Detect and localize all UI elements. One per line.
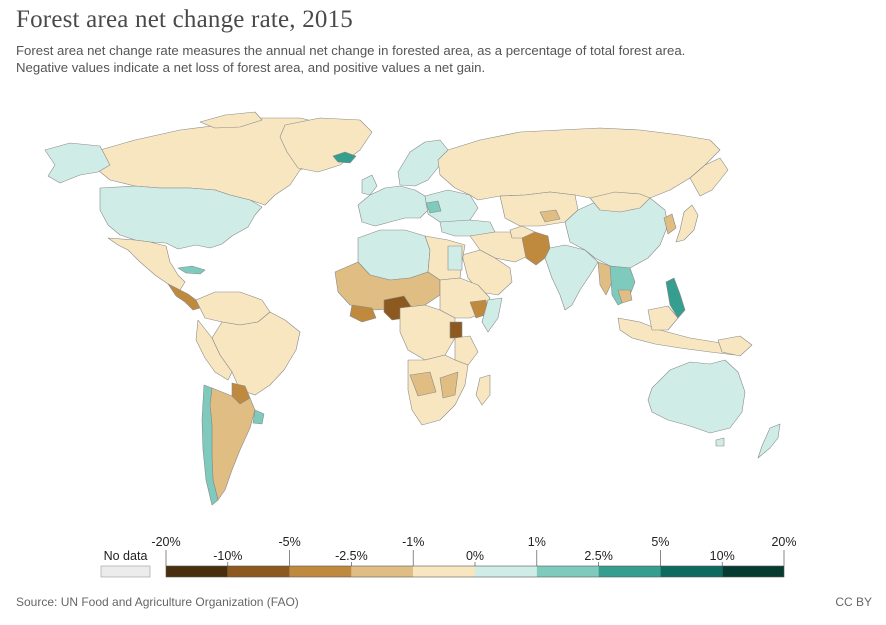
license-note: CC BY (835, 595, 872, 609)
region-myanmar[interactable] (597, 261, 613, 296)
legend-svg: No data-20% -5% -1% 1% 5% 20% -10% -2.5% 0% 2.5% 1… (100, 535, 797, 578)
legend-bin-1 (227, 566, 290, 577)
legend-bin-6 (536, 566, 599, 577)
legend-top-label-0: -20% (151, 535, 180, 549)
legend-top-label-3: 1% (528, 535, 546, 549)
legend-bottom-label-3: 2.5% (584, 549, 613, 563)
region-far-east[interactable] (689, 157, 729, 197)
legend-bin-9 (722, 566, 784, 577)
legend-bottom-label-4: 10% (710, 549, 735, 563)
legend: No data -20% -5% -1% 1% 5% 20% -10% -2.5% 0% 2.5% 1… (100, 535, 797, 578)
subtitle: Forest area net change rate measures the… (16, 42, 876, 76)
legend-bin-4 (413, 566, 475, 577)
region-mongolia[interactable] (589, 191, 651, 213)
legend-bin-7 (598, 566, 661, 577)
region-andes[interactable] (195, 319, 233, 381)
legend-top-label-4: 5% (651, 535, 669, 549)
legend-no-data-swatch (100, 565, 151, 578)
region-cambodia[interactable] (617, 289, 633, 304)
region-canadian-arctic[interactable] (199, 111, 263, 129)
region-alaska[interactable] (44, 142, 111, 184)
subtitle-line-2: Negative values indicate a net loss of f… (16, 60, 486, 75)
region-caribbean[interactable] (177, 265, 206, 275)
region-korea[interactable] (663, 213, 677, 235)
region-iceland[interactable] (332, 151, 357, 164)
region-papua[interactable] (717, 335, 753, 357)
legend-bin-0 (166, 566, 228, 577)
region-borneo[interactable] (647, 305, 679, 331)
world-map-svg (44, 111, 781, 506)
world-map (44, 111, 781, 506)
legend-bottom-label-0: -10% (213, 549, 242, 563)
region-southern-africa[interactable] (407, 354, 469, 426)
region-usa[interactable] (99, 185, 263, 250)
region-chile[interactable] (201, 384, 219, 506)
region-tasmania[interactable] (715, 437, 725, 447)
page-title: Forest area net change rate, 2015 (16, 6, 354, 33)
region-tanzania[interactable] (454, 335, 479, 366)
legend-bottom-label-1: -2.5% (335, 549, 368, 563)
region-new-zealand[interactable] (757, 423, 781, 459)
region-japan[interactable] (675, 204, 699, 243)
region-romania[interactable] (425, 200, 442, 214)
region-uruguay[interactable] (252, 409, 265, 425)
source-note: Source: UN Food and Agriculture Organiza… (16, 595, 299, 609)
region-philippines[interactable] (665, 277, 686, 319)
region-somalia[interactable] (481, 297, 503, 333)
region-india[interactable] (544, 244, 599, 311)
region-uk[interactable] (361, 174, 378, 196)
region-central-africa[interactable] (399, 304, 456, 361)
legend-bottom-label-2: 0% (466, 549, 484, 563)
region-guinea-coast[interactable] (349, 304, 377, 323)
legend-top-label-1: -5% (278, 535, 300, 549)
region-afghanistan[interactable] (509, 225, 536, 239)
region-australia[interactable] (647, 359, 746, 434)
region-mexico[interactable] (107, 237, 186, 291)
legend-top-label-5: 20% (771, 535, 796, 549)
legend-bin-3 (351, 566, 414, 577)
legend-bin-5 (475, 566, 537, 577)
region-egypt[interactable] (447, 245, 463, 271)
region-greenland[interactable] (279, 117, 373, 173)
region-zambia[interactable] (409, 371, 437, 397)
subtitle-line-1: Forest area net change rate measures the… (16, 43, 686, 58)
legend-no-data-label: No data (104, 549, 148, 563)
region-mozambique[interactable] (439, 371, 459, 399)
legend-bin-2 (289, 566, 352, 577)
region-kyrgyz[interactable] (539, 209, 561, 223)
legend-top-label-2: -1% (402, 535, 424, 549)
legend-bin-8 (660, 566, 723, 577)
region-madagascar[interactable] (475, 374, 491, 406)
